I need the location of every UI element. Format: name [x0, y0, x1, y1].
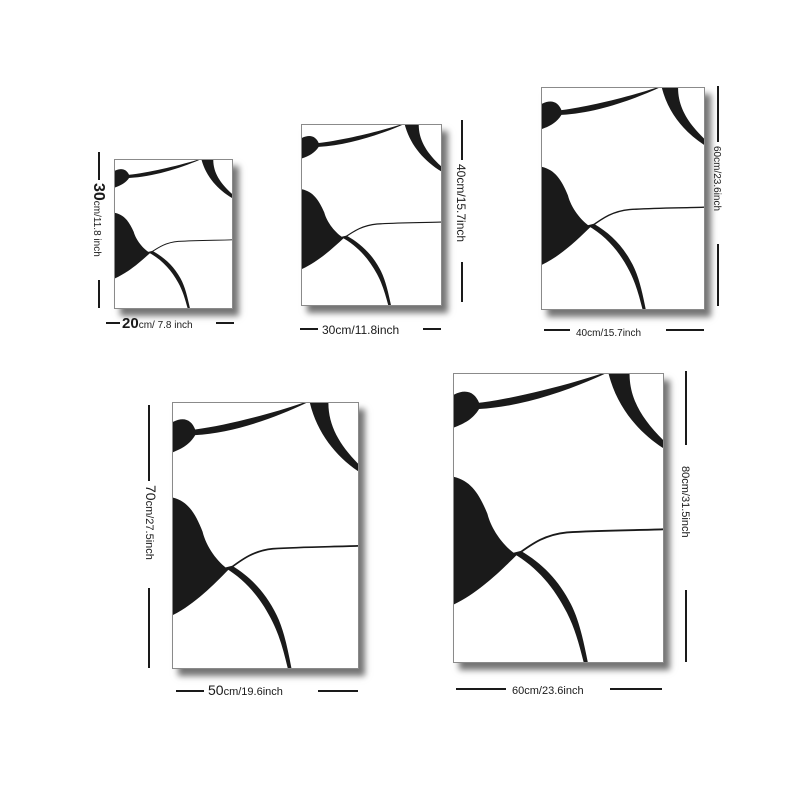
height-line-top [685, 371, 687, 445]
canvas-60x80 [453, 373, 664, 663]
width-unit: cm/ 7.8 inch [138, 320, 193, 331]
height-number: 60 [711, 146, 722, 158]
height-number: 80 [679, 466, 691, 479]
height-label-50x70: 70cm/27.5inch [142, 485, 159, 560]
width-line-right [666, 329, 704, 331]
width-unit: cm/23.6inch [524, 685, 584, 697]
width-line-left [456, 688, 506, 690]
width-label-40x60: 40cm/15.7inch [576, 324, 641, 340]
abstract-line-art-icon [302, 125, 441, 305]
abstract-line-art-icon [542, 88, 704, 309]
height-label-40x60: 60cm/23.6inch [710, 146, 726, 211]
height-unit: cm/23.6inch [711, 157, 722, 212]
height-number: 70 [143, 485, 159, 501]
width-line-left [106, 322, 120, 324]
height-unit: cm/11.8 inch [91, 200, 102, 257]
canvas-20x30 [114, 159, 233, 309]
width-number: 20 [122, 315, 139, 332]
height-number: 40 [454, 164, 468, 178]
width-unit: cm/11.8inch [335, 323, 400, 337]
canvas-30x40 [301, 124, 442, 306]
width-line-right [318, 690, 358, 692]
width-unit: cm/15.7inch [587, 328, 642, 339]
height-unit: cm/31.5inch [679, 478, 691, 538]
abstract-line-art-icon [115, 160, 232, 308]
height-line-bottom [717, 244, 719, 306]
width-line-left [544, 329, 570, 331]
width-label-20x30: 20cm/ 7.8 inch [122, 316, 193, 332]
abstract-line-art-icon [173, 403, 358, 668]
height-line-top [98, 152, 100, 180]
height-line-bottom [685, 590, 687, 662]
canvas-50x70 [172, 402, 359, 669]
width-unit: cm/19.6inch [223, 686, 283, 698]
width-number: 50 [208, 682, 224, 698]
height-label-30x40: 40cm/15.7inch [453, 164, 469, 242]
height-unit: cm/15.7inch [454, 177, 468, 243]
width-label-60x80: 60cm/23.6inch [512, 682, 584, 698]
width-number: 40 [576, 328, 588, 339]
abstract-line-art-icon [454, 374, 663, 662]
height-label-60x80: 80cm/31.5inch [678, 466, 694, 538]
width-line-right [610, 688, 662, 690]
height-line-top [148, 405, 150, 481]
width-line-right [423, 328, 441, 330]
width-line-right [216, 322, 234, 324]
width-label-50x70: 50cm/19.6inch [208, 683, 283, 699]
canvas-40x60 [541, 87, 705, 310]
width-label-30x40: 30cm/11.8inch [322, 322, 399, 338]
height-line-top [717, 86, 719, 142]
height-unit: cm/27.5inch [143, 500, 155, 560]
height-line-bottom [461, 262, 463, 302]
width-number: 60 [512, 685, 525, 697]
height-number: 30 [90, 183, 107, 201]
width-line-left [176, 690, 204, 692]
width-line-left [300, 328, 318, 330]
height-line-bottom [148, 588, 150, 668]
height-label-20x30: 30cm/11.8 inch [90, 183, 107, 257]
height-line-top [461, 120, 463, 160]
width-number: 30 [322, 323, 336, 337]
height-line-bottom [98, 280, 100, 308]
